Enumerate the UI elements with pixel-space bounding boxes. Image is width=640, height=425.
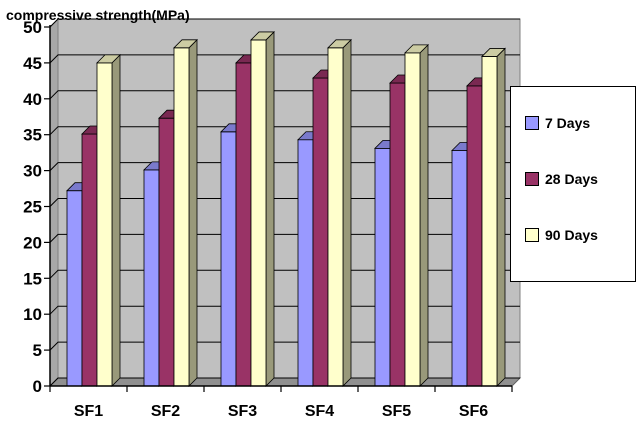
gridline xyxy=(49,162,520,171)
x-tick-label: SF4 xyxy=(305,403,334,420)
y-tick-label: 0 xyxy=(33,377,42,396)
bar-front xyxy=(466,85,483,387)
gridline xyxy=(49,18,520,28)
axes xyxy=(44,25,513,392)
bar-front xyxy=(81,133,98,387)
y-tick-label: 25 xyxy=(23,198,42,217)
legend: 7 Days 28 Days 90 Days xyxy=(510,86,636,282)
gridline xyxy=(49,54,520,64)
bar-front xyxy=(374,147,391,387)
legend-label: 7 Days xyxy=(545,115,591,131)
bar-top xyxy=(96,54,121,64)
gridline xyxy=(49,126,520,136)
y-axis-label: compressive strength(MPa) xyxy=(6,7,190,23)
bar-top xyxy=(481,48,506,57)
bar-series xyxy=(66,30,506,387)
y-tick-label: 30 xyxy=(23,162,42,181)
plot-area xyxy=(48,17,522,388)
bar-front xyxy=(158,117,175,387)
y-tick-label: 5 xyxy=(33,341,42,360)
bar-front xyxy=(66,190,83,387)
legend-label: 90 Days xyxy=(545,227,598,243)
legend-swatch xyxy=(525,116,539,130)
bar-side xyxy=(342,38,352,387)
bar-front xyxy=(143,169,160,387)
gridline xyxy=(49,233,520,243)
y-tick-labels: 0 5 10 15 20 25 30 35 40 45 50 xyxy=(23,18,42,396)
bar xyxy=(173,38,198,387)
bar-front xyxy=(96,62,113,387)
legend-item: 7 Days xyxy=(525,113,590,133)
bar-front xyxy=(451,150,468,387)
y-tick-label: 20 xyxy=(23,233,42,252)
bar-top xyxy=(404,44,429,54)
bar-side xyxy=(496,47,506,387)
bar xyxy=(327,38,352,387)
gridline xyxy=(49,305,520,315)
bar-front xyxy=(297,139,314,387)
bar xyxy=(96,53,121,387)
bar xyxy=(481,47,506,387)
bar-top xyxy=(327,39,352,49)
bar xyxy=(404,43,429,387)
bar-side xyxy=(265,30,275,387)
bar-top xyxy=(250,31,275,41)
legend-item: 90 Days xyxy=(525,225,598,245)
bar-front xyxy=(220,131,237,387)
x-tick-label: SF6 xyxy=(459,403,488,420)
legend-swatch xyxy=(525,172,539,186)
bar-side xyxy=(111,53,121,387)
bar-front xyxy=(327,47,344,387)
gridline xyxy=(49,377,520,387)
gridline xyxy=(49,198,520,207)
y-tick-label: 40 xyxy=(23,90,42,109)
bar-side xyxy=(188,38,198,387)
y-tick-label: 50 xyxy=(23,18,42,37)
bar-front xyxy=(481,56,498,387)
gridline xyxy=(49,341,520,351)
bar-front xyxy=(250,39,267,387)
x-tick-label: SF2 xyxy=(151,403,180,420)
bar-front xyxy=(312,77,329,387)
y-tick-label: 45 xyxy=(23,54,42,73)
legend-swatch xyxy=(525,228,539,242)
x-tick-label: SF3 xyxy=(228,403,257,420)
x-tick-label: SF1 xyxy=(74,403,103,420)
bar-top xyxy=(173,39,198,49)
legend-label: 28 Days xyxy=(545,171,598,187)
bar xyxy=(250,30,275,387)
bar-side xyxy=(419,43,429,387)
x-tick-label: SF5 xyxy=(382,403,411,420)
bar-front xyxy=(173,47,190,387)
gridline xyxy=(49,269,520,279)
x-tick-labels: SF1 SF2 SF3 SF4 SF5 SF6 xyxy=(74,403,488,420)
gridline xyxy=(49,90,520,100)
bar-front xyxy=(404,52,421,387)
gridlines xyxy=(49,18,520,387)
y-tick-label: 10 xyxy=(23,305,42,324)
bar-front xyxy=(389,82,406,387)
y-tick-label: 15 xyxy=(23,269,42,288)
legend-item: 28 Days xyxy=(525,169,598,189)
plot-floor xyxy=(48,377,522,387)
y-tick-label: 35 xyxy=(23,126,42,145)
bar-front xyxy=(235,62,252,387)
